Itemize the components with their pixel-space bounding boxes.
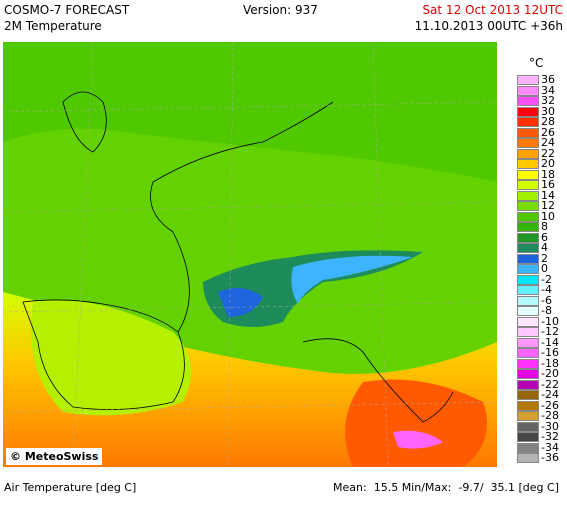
legend-label: -10 [541, 314, 559, 328]
legend-swatch [517, 106, 539, 117]
legend-swatch [517, 442, 539, 453]
temperature-map [3, 42, 497, 467]
legend-swatch [517, 148, 539, 159]
legend-label: 30 [541, 104, 555, 118]
legend-swatch [517, 432, 539, 442]
legend-label: -6 [541, 293, 552, 307]
alps-cold [291, 255, 413, 304]
legend-label: 4 [541, 241, 548, 254]
legend-swatch [517, 337, 539, 348]
legend-label: -32 [541, 430, 559, 443]
legend-label: 36 [541, 73, 555, 86]
legend-swatch [517, 306, 539, 316]
legend-swatch [517, 169, 539, 180]
legend-label: -34 [541, 440, 559, 454]
legend-swatch [517, 390, 539, 400]
legend-swatch [517, 285, 539, 295]
legend-swatch [517, 243, 539, 253]
legend-unit: °C [529, 56, 544, 70]
legend-label: 34 [541, 83, 555, 97]
legend-label: -4 [541, 283, 552, 296]
massif-central [218, 288, 263, 317]
legend-swatch [517, 190, 539, 201]
legend-label: -30 [541, 419, 559, 433]
legend-swatch [517, 85, 539, 96]
sicily-hot [393, 430, 443, 449]
legend-swatch [517, 274, 539, 285]
legend-swatch [517, 411, 539, 421]
legend-label: 26 [541, 125, 555, 139]
graticule [3, 42, 497, 467]
legend-swatch [517, 348, 539, 358]
legend-swatch [517, 159, 539, 169]
legend-label: -22 [541, 377, 559, 391]
legend-label: 6 [541, 230, 548, 244]
legend-label: 0 [541, 262, 548, 275]
legend-label: 32 [541, 94, 555, 107]
legend-swatch [517, 127, 539, 138]
legend-label: 18 [541, 167, 555, 181]
legend-swatch [517, 316, 539, 327]
legend-label: 2 [541, 251, 548, 265]
south-italy [345, 379, 488, 467]
legend-label: -16 [541, 346, 559, 359]
coastlines [22, 91, 454, 423]
legend-swatch [517, 264, 539, 274]
legend-swatch [517, 138, 539, 148]
legend-label: 12 [541, 199, 555, 212]
legend-swatch [517, 295, 539, 306]
legend-label: -36 [541, 451, 559, 464]
legend-swatch [517, 117, 539, 127]
legend-swatch [517, 232, 539, 243]
valid-time: Sat 12 Oct 2013 12UTC [422, 3, 563, 17]
legend-label: -18 [541, 356, 559, 370]
run-time: 11.10.2013 00UTC +36h [414, 19, 563, 33]
legend-label: -14 [541, 335, 559, 349]
legend-label: -8 [541, 304, 552, 317]
legend-label: 20 [541, 157, 555, 170]
product-title: COSMO-7 FORECAST [4, 3, 130, 17]
legend-label: 22 [541, 146, 555, 160]
legend-label: -26 [541, 398, 559, 412]
legend-label: 16 [541, 178, 555, 191]
legend-label: 28 [541, 115, 555, 128]
legend-label: -2 [541, 272, 552, 286]
legend: °C 36 34 32 30 28 26 24 22 20 18 16 14 12 10 8 6 4 2 0 -2 -4… [517, 56, 567, 466]
legend-label: 8 [541, 220, 548, 233]
legend-label: 10 [541, 209, 555, 223]
legend-swatch [517, 453, 539, 463]
legend-label: -28 [541, 409, 559, 422]
legend-swatch [517, 75, 539, 85]
legend-label: -20 [541, 367, 559, 380]
legend-swatch [517, 327, 539, 337]
legend-label: 14 [541, 188, 555, 202]
legend-swatch [517, 201, 539, 211]
legend-swatch [517, 96, 539, 106]
legend-label: -24 [541, 388, 559, 401]
legend-label: -12 [541, 325, 559, 338]
legend-swatch [517, 369, 539, 379]
legend-swatch [517, 421, 539, 432]
north-area [3, 42, 497, 182]
footer-label: Air Temperature [deg C] [4, 481, 137, 494]
footer-stats: Mean: 15.5 Min/Max: -9.7/ 35.1 [deg C] [333, 481, 559, 494]
legend-swatch [517, 253, 539, 264]
legend-swatch [517, 211, 539, 222]
legend-swatch [517, 222, 539, 232]
copyright: © MeteoSwiss [6, 448, 103, 465]
legend-swatch [517, 400, 539, 411]
field-title: 2M Temperature [4, 19, 102, 33]
legend-swatch [517, 180, 539, 190]
legend-swatch [517, 379, 539, 390]
legend-swatch [517, 358, 539, 369]
version: Version: 937 [243, 3, 318, 17]
legend-label: 24 [541, 136, 555, 149]
iberia [31, 300, 191, 416]
